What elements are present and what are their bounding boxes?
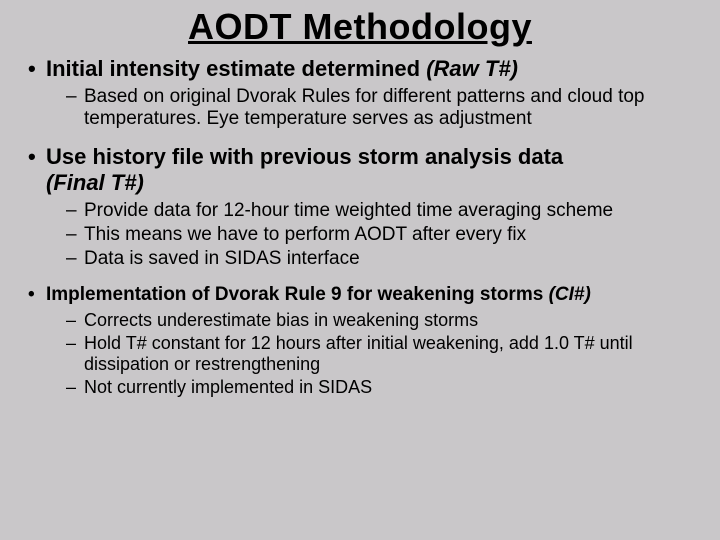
bullet-item: Use history file with previous storm ana…	[26, 144, 694, 270]
sub-item: Provide data for 12-hour time weighted t…	[66, 200, 694, 222]
bullet-list: Initial intensity estimate determined (R…	[26, 56, 694, 398]
bullet-label: Use history file with previous storm ana…	[46, 144, 563, 169]
sub-item: Not currently implemented in SIDAS	[66, 377, 694, 398]
sub-item: Hold T# constant for 12 hours after init…	[66, 333, 694, 375]
sub-list: Corrects underestimate bias in weakening…	[46, 310, 694, 398]
sub-item: Based on original Dvorak Rules for diffe…	[66, 86, 694, 130]
sub-item: Data is saved in SIDAS interface	[66, 248, 694, 270]
sub-list: Based on original Dvorak Rules for diffe…	[46, 86, 694, 130]
slide-body: Initial intensity estimate determined (R…	[0, 48, 720, 398]
sub-item: This means we have to perform AODT after…	[66, 224, 694, 246]
sub-list: Provide data for 12-hour time weighted t…	[46, 200, 694, 270]
sub-item: Corrects underestimate bias in weakening…	[66, 310, 694, 331]
bullet-item: Initial intensity estimate determined (R…	[26, 56, 694, 130]
bullet-suffix: (Raw T#)	[426, 56, 518, 81]
bullet-suffix: (Final T#)	[46, 170, 144, 195]
bullet-label: Implementation of Dvorak Rule 9 for weak…	[46, 284, 549, 305]
bullet-label: Initial intensity estimate determined	[46, 56, 426, 81]
bullet-suffix: (CI#)	[549, 284, 591, 305]
bullet-item: Implementation of Dvorak Rule 9 for weak…	[26, 284, 694, 398]
slide-title: AODT Methodology	[0, 0, 720, 48]
